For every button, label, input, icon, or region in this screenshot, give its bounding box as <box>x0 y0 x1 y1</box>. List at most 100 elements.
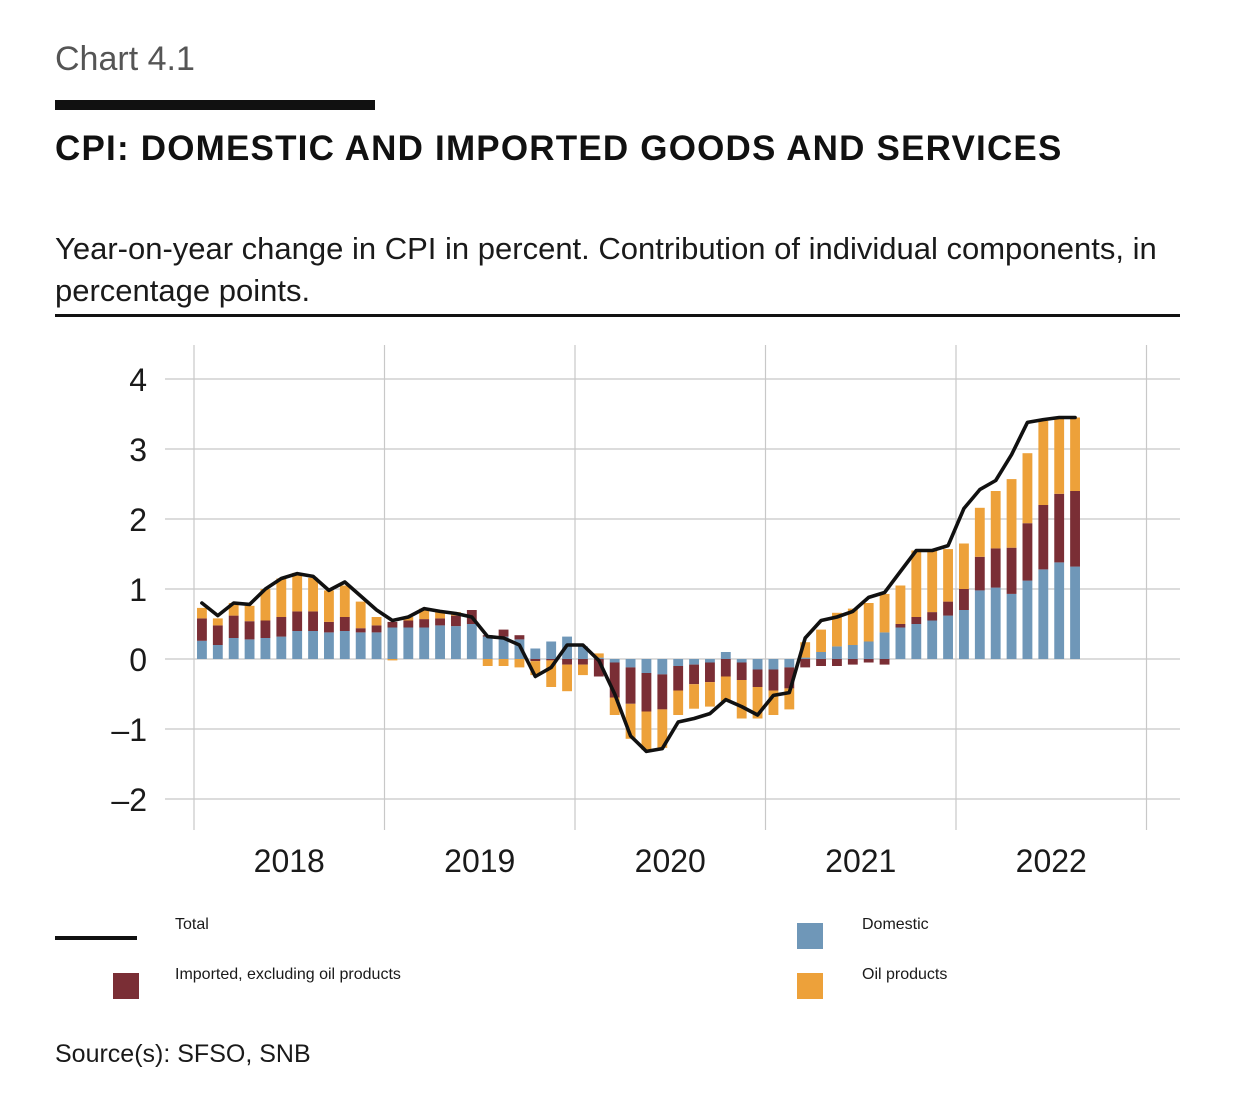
bar-domestic <box>482 636 493 659</box>
bar-domestic <box>339 631 350 659</box>
bar-imported <box>609 662 620 698</box>
bar-imported <box>292 611 303 631</box>
bar-domestic <box>1070 566 1080 659</box>
bar-domestic <box>720 652 731 659</box>
bar-imported <box>197 618 207 641</box>
bar-oil <box>355 601 366 629</box>
bar-oil <box>244 605 255 622</box>
bar-domestic <box>974 590 985 659</box>
bar-imported <box>974 556 985 591</box>
bar-domestic <box>641 659 652 673</box>
bar-imported <box>911 617 922 624</box>
bar-imported <box>530 659 541 662</box>
bar-domestic <box>800 657 811 659</box>
bar-oil <box>847 608 858 645</box>
bar-imported <box>308 611 318 631</box>
bar-domestic <box>451 626 461 659</box>
bar-imported <box>435 618 445 626</box>
bar-imported <box>228 615 239 638</box>
bar-oil <box>816 629 826 652</box>
bar-oil <box>1070 417 1080 491</box>
bar-oil <box>625 703 636 739</box>
legend-imported-label: Imported, excluding oil products <box>175 966 401 983</box>
bar-oil <box>292 572 303 612</box>
bar-domestic <box>466 624 477 659</box>
bar-domestic <box>990 587 1001 659</box>
bar-domestic <box>768 659 779 670</box>
bar-domestic <box>435 625 445 659</box>
y-tick-label: 1 <box>129 572 147 608</box>
bar-oil <box>657 709 668 748</box>
chart-subtitle: Year-on-year change in CPI in percent. C… <box>55 231 1157 308</box>
bar-imported <box>705 662 715 683</box>
bar-oil <box>308 577 318 612</box>
bar-imported <box>689 664 699 685</box>
bar-oil <box>324 590 334 622</box>
bar-domestic <box>879 632 890 659</box>
bar-domestic <box>260 638 271 659</box>
bar-imported <box>514 635 525 640</box>
bar-domestic <box>228 638 239 659</box>
bar-oil <box>339 585 350 617</box>
bar-oil <box>562 664 572 692</box>
bar-imported <box>895 624 906 628</box>
bar-domestic <box>292 631 303 659</box>
axis-labels: 4 3 2 1 0 –1 –2 2018 2019 2020 2021 2022 <box>111 362 1086 879</box>
bar-oil <box>641 711 652 750</box>
bar-imported <box>657 674 668 710</box>
bar-oil <box>895 585 906 624</box>
bar-domestic <box>371 632 382 659</box>
bar-domestic <box>197 640 207 659</box>
legend-oil-swatch <box>797 973 823 999</box>
bar-domestic <box>832 646 842 659</box>
bar-imported <box>943 601 953 616</box>
source-note: Source(s): SFSO, SNB <box>55 1040 311 1068</box>
legend-imported <box>113 973 139 999</box>
bar-imported <box>276 617 287 637</box>
bar-imported <box>593 659 604 677</box>
bar-domestic <box>705 659 715 663</box>
bar-imported <box>1022 523 1033 581</box>
bar-oil <box>514 659 525 668</box>
bar-imported <box>1006 547 1017 594</box>
legend-oil <box>797 973 823 999</box>
bar-imported <box>641 673 652 712</box>
y-tick-label: 0 <box>129 642 147 678</box>
x-tick-label: 2019 <box>444 843 515 879</box>
bar-domestic <box>419 627 430 659</box>
bar-imported <box>260 620 271 638</box>
bar-imported <box>784 667 795 689</box>
bar-oil <box>720 676 731 701</box>
bar-domestic <box>324 632 334 659</box>
bar-imported <box>387 621 398 628</box>
legend-oil-label: Oil products <box>862 966 948 983</box>
bar-imported <box>451 615 461 627</box>
bar-imported <box>816 659 826 666</box>
bar-oil <box>498 659 509 666</box>
bar-imported <box>1054 493 1065 563</box>
bar-imported <box>324 621 334 633</box>
bar-oil <box>673 690 684 715</box>
x-tick-label: 2021 <box>825 843 896 879</box>
y-tick-label: –1 <box>111 712 147 748</box>
bar-imported <box>1070 491 1080 567</box>
chart-number: Chart 4.1 <box>55 40 195 78</box>
bar-oil <box>228 603 239 616</box>
bar-imported <box>355 628 366 633</box>
bar-imported <box>863 659 874 663</box>
bar-imported <box>959 589 969 610</box>
bar-oil <box>530 661 541 676</box>
bar-oil <box>752 687 763 719</box>
bar-imported <box>339 617 350 631</box>
bar-domestic <box>625 659 636 668</box>
bar-imported <box>578 659 588 665</box>
bar-domestic <box>736 659 747 663</box>
bar-imported <box>720 659 731 677</box>
legend-domestic-swatch <box>797 923 823 949</box>
bar-imported <box>562 659 572 665</box>
bar-oil <box>212 618 223 626</box>
bar-domestic <box>1038 569 1049 659</box>
header-rule <box>55 314 1180 317</box>
bar-oil <box>371 617 382 626</box>
